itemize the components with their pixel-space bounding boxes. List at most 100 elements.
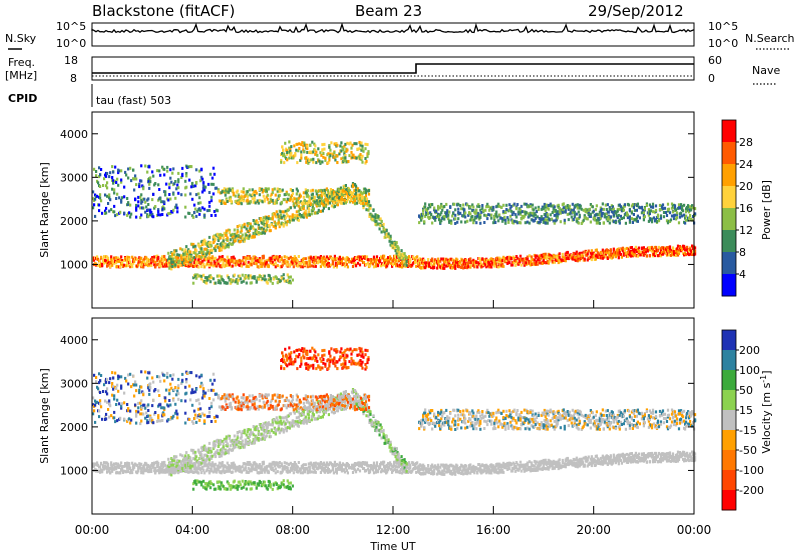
power-cell bbox=[441, 208, 444, 212]
power-cell bbox=[488, 261, 491, 265]
power-cell bbox=[625, 246, 628, 250]
power-cell bbox=[520, 204, 523, 208]
velocity-cell bbox=[152, 465, 155, 469]
velocity-cell bbox=[258, 463, 261, 466]
power-cell bbox=[298, 192, 301, 196]
power-cell bbox=[323, 192, 326, 196]
power-cell bbox=[504, 221, 507, 225]
power-cell bbox=[324, 156, 327, 160]
power-cell bbox=[650, 245, 654, 249]
power-cell bbox=[266, 219, 269, 223]
power-cell bbox=[129, 260, 132, 264]
power-cell bbox=[335, 265, 338, 269]
power-cell bbox=[625, 211, 628, 215]
power-cell bbox=[269, 277, 272, 281]
power-cell bbox=[379, 260, 382, 264]
power-cell bbox=[618, 221, 621, 225]
power-cell bbox=[192, 276, 195, 280]
power-cell bbox=[140, 164, 143, 168]
power-cell bbox=[479, 258, 482, 262]
power-cell bbox=[346, 148, 349, 152]
power-cell bbox=[170, 267, 173, 271]
power-cell bbox=[426, 209, 429, 212]
power-cell bbox=[305, 215, 308, 219]
power-cell bbox=[446, 209, 449, 213]
power-cell bbox=[511, 263, 514, 267]
power-cell bbox=[348, 154, 351, 158]
power-cell bbox=[593, 218, 596, 222]
power-cell bbox=[274, 265, 277, 269]
power-cell bbox=[289, 275, 292, 279]
power-cell bbox=[340, 149, 343, 153]
power-cell bbox=[673, 206, 677, 210]
power-cell bbox=[112, 170, 115, 174]
power-cell bbox=[389, 234, 392, 238]
power-cell bbox=[612, 212, 615, 216]
power-cell bbox=[286, 279, 289, 282]
power-cell bbox=[624, 221, 627, 225]
power-cell bbox=[450, 221, 453, 225]
power-cell bbox=[143, 197, 146, 201]
power-cell bbox=[577, 221, 580, 225]
power-cell bbox=[488, 208, 491, 212]
power-cell bbox=[252, 227, 255, 231]
power-cell bbox=[642, 218, 645, 222]
power-cell bbox=[490, 265, 493, 269]
power-cell bbox=[479, 215, 482, 219]
velocity-cell bbox=[193, 467, 196, 471]
power-cell bbox=[383, 230, 386, 234]
power-cell bbox=[117, 171, 120, 175]
power-cell bbox=[171, 252, 174, 256]
power-cell bbox=[173, 182, 176, 186]
power-cell bbox=[355, 201, 359, 205]
power-cell bbox=[584, 207, 587, 211]
power-cell bbox=[278, 225, 281, 229]
power-cell bbox=[480, 210, 483, 214]
power-cell bbox=[225, 190, 228, 194]
power-cell bbox=[278, 193, 281, 197]
power-cell bbox=[475, 261, 478, 264]
power-cell bbox=[315, 161, 318, 165]
power-cell bbox=[336, 203, 339, 207]
power-cell bbox=[210, 199, 213, 203]
power-cell bbox=[492, 221, 495, 225]
power-cell bbox=[489, 263, 492, 267]
velocity-cell bbox=[308, 465, 311, 469]
velocity-cell bbox=[222, 466, 225, 470]
power-cell bbox=[563, 221, 566, 225]
power-cell bbox=[270, 223, 273, 227]
power-cell bbox=[240, 264, 243, 268]
power-cell bbox=[285, 212, 288, 216]
power-cell bbox=[387, 256, 390, 260]
power-cell bbox=[294, 256, 297, 260]
power-cell bbox=[130, 179, 133, 183]
power-cell bbox=[400, 249, 403, 253]
power-cell bbox=[195, 214, 198, 218]
power-cell bbox=[184, 193, 187, 197]
power-cell bbox=[594, 208, 597, 212]
power-cell bbox=[685, 218, 688, 222]
power-cell bbox=[287, 257, 290, 261]
power-cell bbox=[288, 264, 291, 267]
power-cell bbox=[500, 206, 503, 209]
power-cell bbox=[149, 208, 152, 212]
power-cell bbox=[469, 257, 472, 261]
power-cell bbox=[581, 254, 584, 258]
power-cell bbox=[213, 246, 216, 250]
power-cell bbox=[162, 259, 165, 263]
power-cell bbox=[468, 261, 471, 264]
power-cell bbox=[669, 253, 673, 257]
power-cell bbox=[218, 246, 221, 250]
power-cell bbox=[661, 207, 665, 211]
power-cell bbox=[234, 239, 237, 243]
power-cell bbox=[482, 209, 485, 213]
power-cell bbox=[462, 203, 465, 207]
power-cell bbox=[210, 258, 213, 262]
power-cell bbox=[601, 248, 604, 252]
power-cell bbox=[94, 214, 97, 218]
power-cell bbox=[386, 259, 389, 262]
power-cell bbox=[397, 246, 400, 250]
power-cell bbox=[638, 216, 641, 220]
velocity-cell bbox=[221, 461, 224, 464]
power-cell bbox=[439, 221, 442, 224]
